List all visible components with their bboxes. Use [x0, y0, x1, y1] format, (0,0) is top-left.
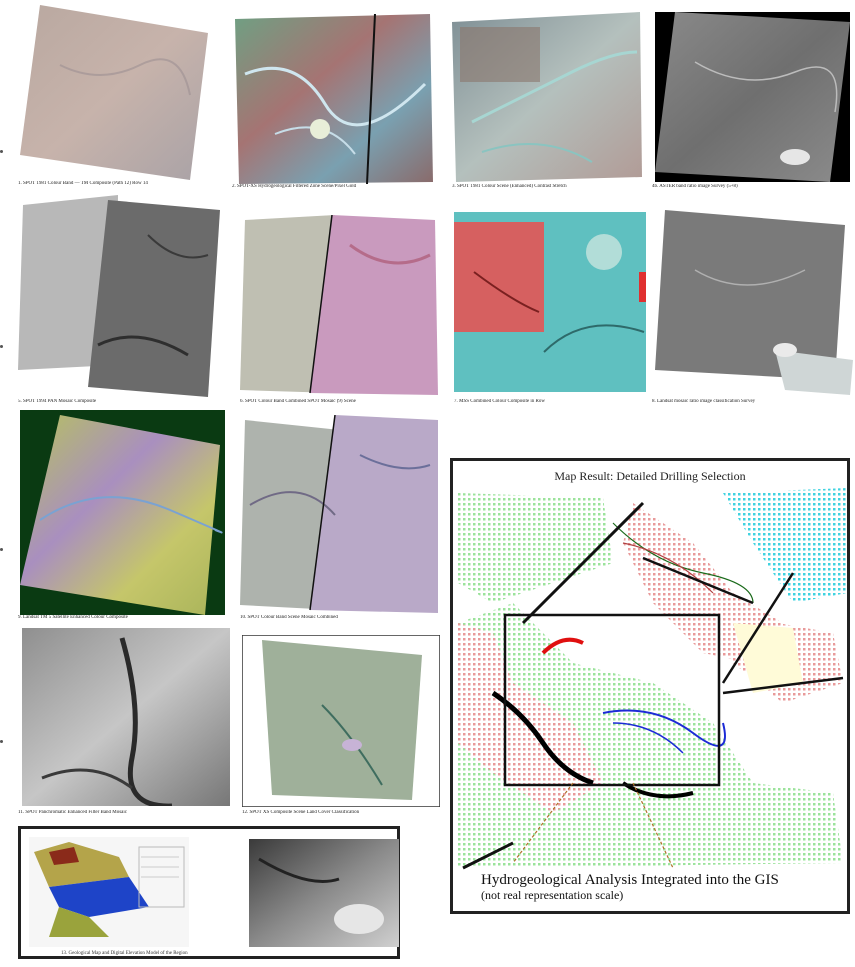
geological-map-thumbnail: [29, 837, 189, 947]
caption-12: 12. SPOT XS Composite Scene Land Cover C…: [242, 810, 360, 815]
caption-2: 2. SPOT-XS Hydrogeological Filtered Zone…: [232, 184, 357, 189]
map-caption-line2: (not real representation scale): [481, 888, 624, 902]
gis-map: [458, 488, 847, 870]
satellite-image-1: [20, 5, 210, 180]
row-marker: [0, 150, 3, 153]
caption-5: 5. SPOT 1994 PAN Mosaic Composite: [18, 399, 97, 404]
caption-13: 13. Geological Map and Digital Elevation…: [61, 951, 188, 956]
satellite-image-2: [235, 14, 435, 184]
row-marker: [0, 345, 3, 348]
caption-4: 4b. ASTER band ratio image Survey (5+8): [652, 184, 738, 189]
caption-3: 3. SPOT 1981 Colour Scene (Enhanced) Con…: [452, 184, 567, 189]
caption-6: 6. SPOT Colour Band Combined SPOT Mosaic…: [240, 399, 356, 404]
caption-9: 9. Landsat TM 5 Satellite Enhanced Colou…: [18, 615, 128, 620]
satellite-image-8: [655, 210, 853, 395]
satellite-image-3: [452, 12, 644, 182]
satellite-image-6: [240, 215, 440, 395]
map-result-panel: Map Result: Detailed Drilling Selection …: [450, 458, 850, 914]
row-marker: [0, 548, 3, 551]
caption-1: 1. SPOT 1981 Colour Band — TM Composite …: [18, 181, 148, 186]
satellite-image-5: [18, 195, 223, 397]
satellite-image-4: [655, 12, 850, 182]
bottom-figure-panel: 13. Geological Map and Digital Elevation…: [18, 826, 400, 959]
map-title: Map Result: Detailed Drilling Selection: [554, 469, 746, 483]
satellite-image-9: [20, 410, 225, 615]
satellite-image-11: [22, 628, 230, 806]
elevation-model-thumbnail: [249, 839, 399, 947]
satellite-image-7: [454, 212, 646, 392]
caption-11: 11. SPOT Panchromatic Enhanced Filter Ba…: [18, 810, 128, 815]
map-caption-line1: Hydrogeological Analysis Integrated into…: [481, 872, 779, 888]
caption-10: 10. SPOT Colour Band Scene Mosaic Combin…: [240, 615, 338, 620]
row-marker: [0, 740, 3, 743]
caption-7: 7. MSS Combined Colour Composite in Row: [454, 399, 545, 404]
caption-8: 8. Landsat mosaic ratio image classifica…: [652, 399, 756, 404]
satellite-image-12: [242, 635, 440, 807]
satellite-image-10: [240, 415, 440, 613]
map-caption: Hydrogeological Analysis Integrated into…: [481, 873, 841, 903]
